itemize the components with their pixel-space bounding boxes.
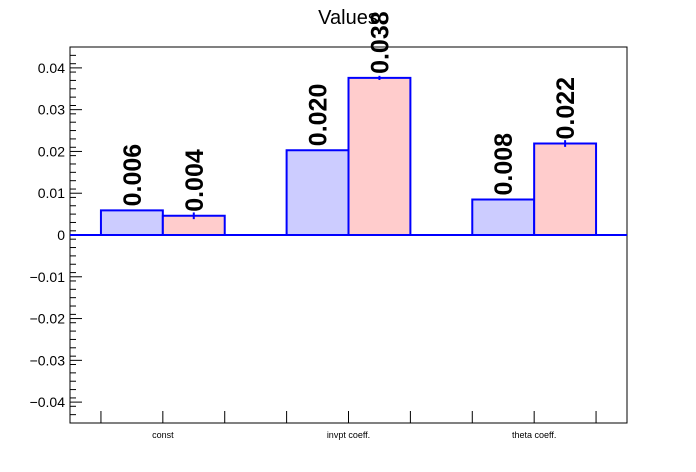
y-tick-label: 0.02 <box>38 143 65 159</box>
bar <box>286 150 349 235</box>
data-label: 0.038 <box>366 11 394 74</box>
y-tick-label: −0.04 <box>30 394 66 410</box>
chart-title: Values <box>318 7 378 29</box>
data-label: 0.022 <box>552 77 580 140</box>
category-label: invpt coeff. <box>327 430 370 440</box>
bar <box>162 215 225 235</box>
y-tick-label: 0.04 <box>38 60 65 76</box>
y-tick-label: 0.01 <box>38 185 65 201</box>
bar <box>472 199 535 235</box>
category-label: theta coeff. <box>512 430 556 440</box>
y-tick-label: −0.03 <box>30 352 66 368</box>
y-tick-label: 0 <box>57 227 65 243</box>
bar <box>534 143 597 235</box>
data-label: 0.020 <box>305 84 333 147</box>
bar <box>100 210 163 235</box>
y-tick-label: −0.02 <box>30 311 66 327</box>
y-tick-label: 0.03 <box>38 102 65 118</box>
data-label: 0.006 <box>119 144 147 207</box>
category-label: const <box>152 430 174 440</box>
data-label: 0.004 <box>181 149 209 212</box>
y-tick-label: −0.01 <box>30 269 66 285</box>
data-label: 0.008 <box>490 133 518 196</box>
bar <box>348 77 411 235</box>
